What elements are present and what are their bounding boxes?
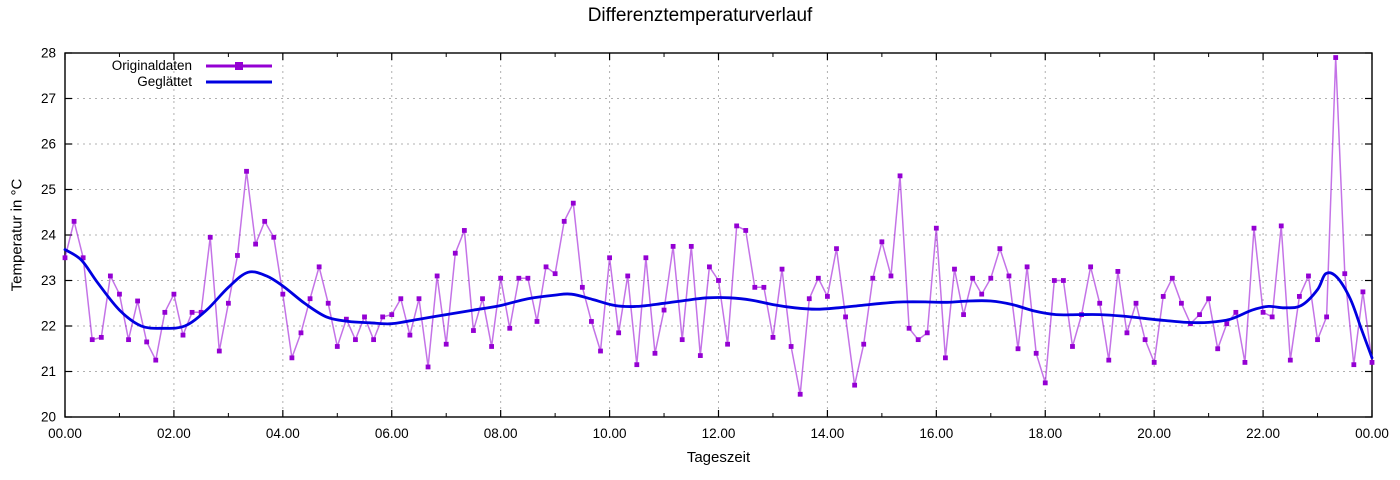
svg-text:20: 20 <box>41 410 56 425</box>
legend-label: Originaldaten <box>111 58 192 73</box>
svg-text:08.00: 08.00 <box>484 426 518 441</box>
legend-item-geglaettet: Geglättet <box>70 74 272 90</box>
legend-item-originaldaten: Originaldaten <box>70 58 272 74</box>
svg-text:27: 27 <box>41 91 56 106</box>
legend: Originaldaten Geglättet <box>70 58 272 90</box>
svg-text:24: 24 <box>41 228 57 243</box>
line-sample-icon <box>206 74 272 90</box>
svg-text:25: 25 <box>41 182 56 197</box>
svg-text:00.00: 00.00 <box>48 426 82 441</box>
svg-text:22.00: 22.00 <box>1246 426 1280 441</box>
svg-text:02.00: 02.00 <box>157 426 191 441</box>
legend-label: Geglättet <box>137 74 192 89</box>
svg-text:23: 23 <box>41 273 56 288</box>
svg-text:16.00: 16.00 <box>919 426 953 441</box>
svg-text:12.00: 12.00 <box>702 426 736 441</box>
x-axis-tick-labels: 00.00 02.00 04.00 06.00 08.00 10.00 12.00 14.00… <box>48 426 1389 441</box>
svg-text:26: 26 <box>41 137 56 152</box>
grid-lines <box>65 53 1372 417</box>
svg-text:18.00: 18.00 <box>1028 426 1062 441</box>
svg-text:00.00: 00.00 <box>1355 426 1389 441</box>
svg-text:20.00: 20.00 <box>1137 426 1171 441</box>
chart-title: Differenztemperaturverlauf <box>587 5 813 26</box>
svg-text:14.00: 14.00 <box>811 426 845 441</box>
svg-text:28: 28 <box>41 46 56 61</box>
x-axis-title: Tageszeit <box>686 449 751 466</box>
svg-text:04.00: 04.00 <box>266 426 300 441</box>
linespoints-sample-icon <box>206 58 272 74</box>
svg-text:21: 21 <box>41 364 56 379</box>
original-data-series <box>62 55 1375 397</box>
svg-text:22: 22 <box>41 319 56 334</box>
svg-text:10.00: 10.00 <box>593 426 627 441</box>
y-axis-tick-labels: 20 21 22 23 24 25 26 27 28 <box>41 46 57 425</box>
axes <box>64 52 1373 418</box>
smoothed-series <box>63 248 1374 360</box>
svg-text:06.00: 06.00 <box>375 426 409 441</box>
